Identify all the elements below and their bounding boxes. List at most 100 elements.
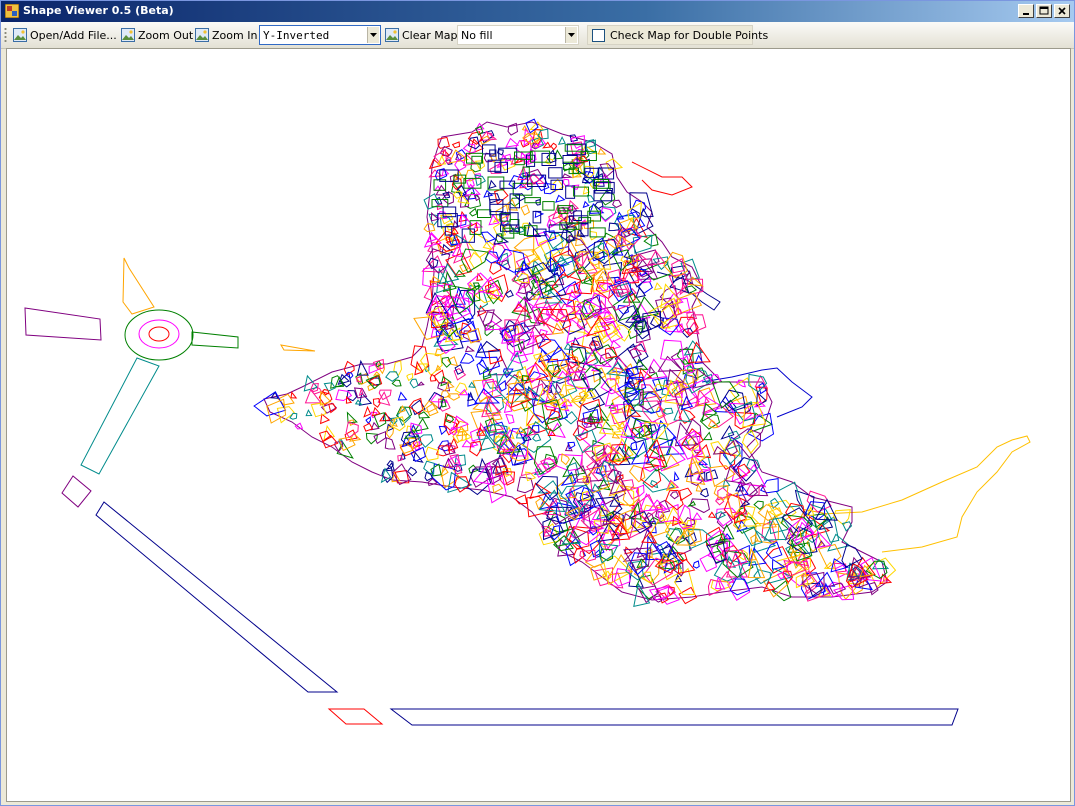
parcel-outline: [763, 515, 787, 541]
parcel-outline: [547, 232, 565, 250]
parcel-outline: [563, 342, 574, 351]
parcel-outline: [722, 477, 731, 489]
parcel-outline: [345, 421, 359, 439]
parcel-outline: [522, 426, 534, 437]
projection-dropdown-button[interactable]: [367, 27, 379, 43]
fill-select[interactable]: No fill: [457, 25, 579, 45]
parcel-outline: [581, 299, 595, 319]
parcel-outline: [855, 565, 870, 581]
chevron-down-icon: [568, 33, 575, 37]
navy-coast: [701, 367, 813, 418]
parcel-outline: [546, 345, 571, 363]
parcel-outline: [474, 387, 501, 404]
parcel-outline: [579, 502, 592, 519]
block-outline: [523, 225, 538, 236]
parcel-outline: [537, 308, 572, 331]
parcel-outline: [630, 199, 647, 220]
map-detail-lines: [253, 118, 897, 608]
parcel-outline: [750, 534, 759, 545]
open-add-file-button[interactable]: Open/Add File...: [13, 26, 117, 44]
parcel-outline: [593, 173, 605, 187]
parcel-outline: [613, 568, 631, 587]
zoom-in-button[interactable]: Zoom In: [195, 26, 257, 44]
roundabout-mid: [138, 319, 180, 349]
parcel-outline: [551, 375, 578, 400]
parcel-outline: [525, 471, 537, 482]
parcel-outline: [543, 182, 557, 195]
app-icon: [5, 4, 19, 18]
parcel-outline: [553, 534, 574, 552]
roundabout-inner: [148, 326, 170, 342]
parcel-outline: [720, 424, 735, 440]
parcel-outline: [487, 242, 513, 263]
parcel-outline: [593, 329, 607, 343]
block-outline: [565, 185, 576, 199]
parcel-outline: [438, 398, 451, 412]
parcel-outline: [594, 324, 619, 345]
fill-dropdown-button[interactable]: [565, 27, 577, 43]
parcel-outline: [613, 277, 630, 297]
parcel-outline: [544, 280, 559, 293]
parcel-outline: [592, 367, 607, 383]
parcel-outline: [492, 216, 500, 223]
parcel-outline: [412, 436, 423, 448]
close-button[interactable]: [1054, 4, 1070, 18]
parcel-outline: [365, 416, 372, 425]
parcel-outline: [513, 193, 527, 202]
parcel-outline: [474, 342, 487, 359]
parcel-outline: [530, 279, 554, 296]
zoom-out-button[interactable]: Zoom Out: [121, 26, 193, 44]
parcel-outline: [599, 460, 617, 482]
parcel-outline: [747, 550, 766, 579]
title-bar[interactable]: Shape Viewer 0.5 (Beta): [1, 1, 1074, 22]
map-canvas[interactable]: [6, 48, 1071, 802]
parcel-outline: [448, 149, 469, 164]
block-outline: [573, 210, 582, 221]
parcel-outline: [631, 315, 642, 322]
parcel-outline: [741, 429, 759, 454]
parcel-outline: [552, 256, 576, 283]
parcel-outline: [525, 363, 541, 384]
parcel-outline: [582, 373, 613, 400]
parcel-outline: [423, 460, 435, 475]
parcel-outline: [768, 507, 783, 517]
double-points-checkbox[interactable]: [592, 29, 605, 42]
double-points-label[interactable]: Check Map for Double Points: [610, 29, 769, 42]
violet-parcel: [61, 475, 92, 508]
parcel-outline: [429, 373, 437, 382]
projection-select[interactable]: Y-Inverted: [259, 25, 381, 45]
block-outline: [522, 166, 530, 178]
parcel-outline: [516, 476, 535, 494]
parcel-outline: [371, 406, 381, 417]
parcel-outline: [580, 365, 601, 393]
toolbar-grip[interactable]: [4, 27, 7, 43]
parcel-outline: [629, 396, 656, 414]
parcel-outline: [770, 497, 780, 510]
parcel-outline: [574, 299, 611, 315]
parcel-outline: [580, 508, 603, 532]
block-outline: [542, 201, 555, 211]
parcel-outline: [725, 439, 738, 457]
parcel-outline: [582, 465, 611, 494]
parcel-outline: [363, 405, 372, 418]
parcel-outline: [531, 424, 540, 433]
block-outline: [482, 144, 496, 155]
parcel-outline: [622, 260, 638, 278]
parcel-outline: [541, 525, 552, 534]
shape-map[interactable]: [7, 49, 1070, 801]
parcel-outline: [509, 441, 529, 462]
parcel-outline: [801, 571, 825, 596]
parcel-outline: [437, 136, 451, 149]
parcel-outline: [456, 184, 467, 198]
parcel-outline: [428, 257, 439, 270]
picture-icon: [121, 28, 135, 42]
parcel-outline: [505, 137, 520, 148]
clear-map-button[interactable]: Clear Map: [385, 26, 457, 44]
parcel-outline: [469, 466, 493, 488]
maximize-button[interactable]: [1036, 4, 1052, 18]
parcel-outline: [582, 475, 591, 486]
parcel-outline: [666, 368, 685, 385]
minimize-button[interactable]: [1018, 4, 1034, 18]
parcel-outline: [679, 487, 693, 502]
parcel-outline: [488, 213, 500, 226]
